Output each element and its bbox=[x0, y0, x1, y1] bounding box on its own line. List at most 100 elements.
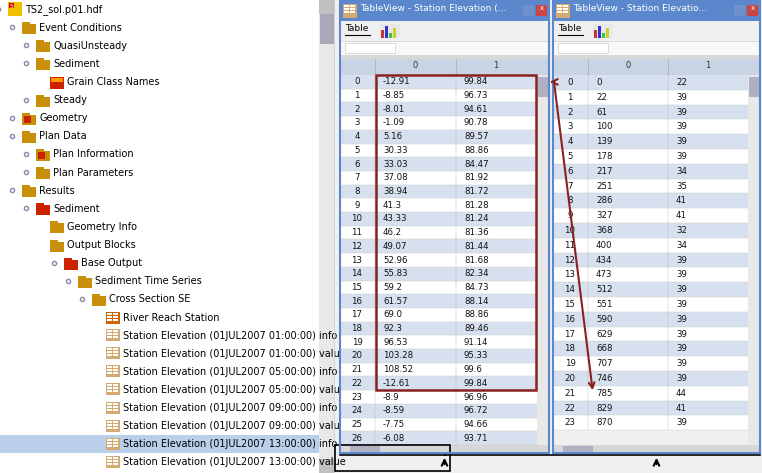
Text: 18: 18 bbox=[565, 344, 575, 353]
Text: 12: 12 bbox=[565, 255, 575, 264]
Bar bbox=[385, 26, 388, 38]
Bar bbox=[553, 59, 760, 75]
Bar bbox=[50, 223, 64, 234]
Text: 26: 26 bbox=[351, 434, 363, 443]
Bar bbox=[598, 26, 601, 38]
Bar bbox=[380, 24, 400, 38]
Bar bbox=[50, 242, 64, 252]
Text: 0: 0 bbox=[626, 61, 631, 70]
Text: 39: 39 bbox=[676, 300, 687, 309]
Bar bbox=[107, 420, 112, 423]
Text: 49.07: 49.07 bbox=[383, 242, 408, 251]
Bar bbox=[107, 391, 112, 393]
Bar bbox=[606, 28, 609, 38]
Bar bbox=[553, 55, 760, 59]
Text: -8.9: -8.9 bbox=[383, 393, 399, 402]
Bar bbox=[602, 33, 605, 38]
Bar bbox=[340, 103, 537, 116]
Text: 100: 100 bbox=[596, 123, 613, 131]
Bar bbox=[107, 336, 112, 338]
Bar bbox=[113, 420, 118, 423]
Text: 81.28: 81.28 bbox=[464, 201, 488, 210]
Text: 39: 39 bbox=[676, 123, 687, 131]
Bar bbox=[107, 442, 112, 444]
Bar bbox=[107, 424, 112, 426]
Bar bbox=[350, 5, 355, 7]
Bar bbox=[107, 439, 112, 441]
Bar bbox=[553, 1, 760, 453]
Bar bbox=[553, 253, 748, 267]
Text: Geometry Info: Geometry Info bbox=[67, 222, 137, 232]
Bar bbox=[107, 316, 112, 318]
Bar bbox=[557, 11, 562, 13]
Text: -12.91: -12.91 bbox=[383, 78, 411, 87]
Text: 9: 9 bbox=[354, 201, 360, 210]
Bar bbox=[107, 405, 112, 408]
Bar bbox=[113, 316, 118, 318]
Bar bbox=[553, 208, 748, 223]
Text: 14: 14 bbox=[351, 269, 363, 278]
Bar bbox=[340, 239, 537, 253]
Bar bbox=[107, 333, 112, 335]
Text: Cross Section SE: Cross Section SE bbox=[109, 294, 190, 305]
Text: 34: 34 bbox=[676, 241, 687, 250]
Bar bbox=[106, 329, 120, 341]
Bar bbox=[106, 365, 120, 377]
Text: 0: 0 bbox=[596, 78, 601, 87]
Bar bbox=[50, 221, 58, 226]
Text: 7: 7 bbox=[567, 182, 573, 191]
Bar bbox=[106, 347, 120, 359]
Bar bbox=[113, 348, 118, 350]
Text: 22: 22 bbox=[351, 379, 363, 388]
Bar bbox=[106, 402, 120, 413]
Text: 13: 13 bbox=[565, 270, 575, 279]
Bar bbox=[563, 8, 568, 10]
Text: 46.2: 46.2 bbox=[383, 228, 402, 237]
Text: 38.94: 38.94 bbox=[383, 187, 408, 196]
Text: 93.71: 93.71 bbox=[464, 434, 488, 443]
Text: 81.24: 81.24 bbox=[464, 214, 488, 223]
Text: 82.34: 82.34 bbox=[464, 269, 488, 278]
Bar bbox=[340, 198, 537, 212]
Bar bbox=[22, 133, 36, 143]
Text: 90.78: 90.78 bbox=[464, 118, 488, 127]
Text: 94.61: 94.61 bbox=[464, 105, 488, 114]
Bar bbox=[113, 405, 118, 408]
Text: Sediment Time Series: Sediment Time Series bbox=[95, 276, 202, 286]
Bar bbox=[113, 336, 118, 338]
Text: 400: 400 bbox=[596, 241, 613, 250]
Text: 41.3: 41.3 bbox=[383, 201, 402, 210]
Bar bbox=[553, 371, 748, 386]
FancyArrowPatch shape bbox=[554, 85, 594, 388]
Bar bbox=[113, 354, 118, 356]
Bar bbox=[0, 0, 335, 473]
Bar bbox=[340, 1, 549, 453]
Bar bbox=[78, 278, 92, 288]
Text: 829: 829 bbox=[596, 403, 613, 412]
Text: 92.3: 92.3 bbox=[383, 324, 402, 333]
Bar bbox=[22, 113, 30, 117]
Bar bbox=[340, 267, 537, 280]
Bar bbox=[107, 367, 112, 368]
Bar bbox=[563, 5, 568, 7]
Text: 22: 22 bbox=[565, 403, 575, 412]
Bar bbox=[340, 363, 537, 377]
Text: 39: 39 bbox=[676, 107, 687, 116]
Text: Sediment: Sediment bbox=[53, 59, 100, 69]
Text: 88.86: 88.86 bbox=[464, 146, 488, 155]
Bar bbox=[557, 5, 562, 7]
Bar bbox=[536, 5, 547, 16]
Text: x: x bbox=[540, 5, 544, 11]
Text: 6: 6 bbox=[354, 159, 360, 168]
Bar bbox=[350, 8, 355, 10]
Text: 0: 0 bbox=[567, 78, 573, 87]
Bar bbox=[107, 463, 112, 465]
Bar bbox=[113, 385, 118, 386]
Text: 32: 32 bbox=[676, 226, 687, 235]
Text: 2: 2 bbox=[567, 107, 573, 116]
Text: 0: 0 bbox=[354, 78, 360, 87]
Text: -8.85: -8.85 bbox=[383, 91, 405, 100]
Bar bbox=[350, 446, 380, 452]
Text: 5.16: 5.16 bbox=[383, 132, 402, 141]
Bar bbox=[340, 377, 537, 390]
